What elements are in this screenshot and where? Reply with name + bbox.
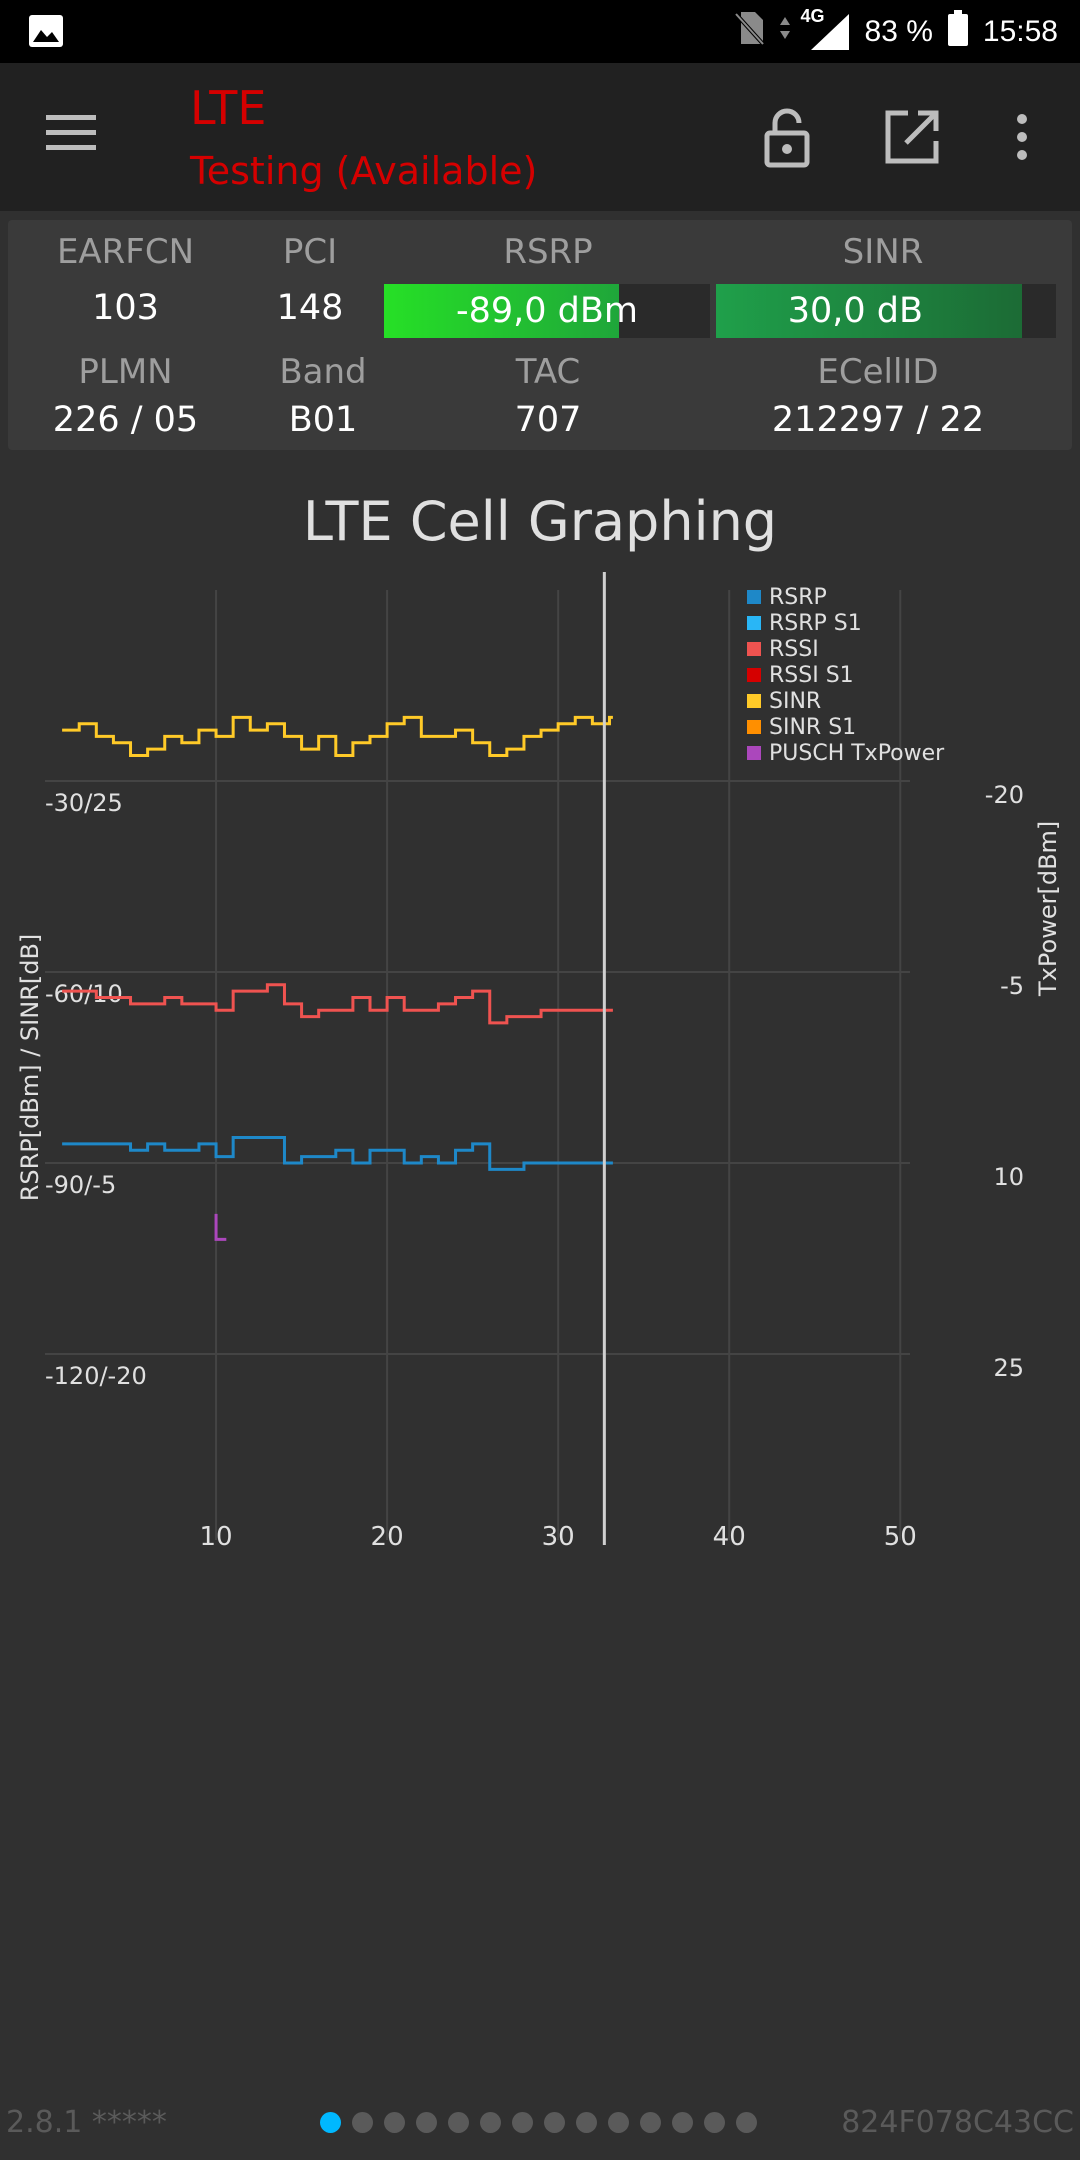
x-tick-label: 20 [371,1522,404,1552]
sinr-label-cell: SINR [718,232,1048,272]
y2-tick-label: 10 [993,1163,1024,1191]
open-external-icon[interactable] [880,105,944,169]
ecellid-cell: ECellID 212297 / 22 [708,352,1048,440]
series-line-sinr [62,715,613,758]
page-dot[interactable] [576,2112,597,2133]
tac-label: TAC [515,352,581,392]
x-tick-label: 50 [884,1522,917,1552]
page-dot[interactable] [480,2112,501,2133]
y2-tick-label: -5 [1000,972,1024,1000]
status-bar: 4G 83 % 15:58 [0,0,1080,63]
tac-cell: TAC 707 [383,352,713,440]
y2-tick-label: -20 [985,781,1024,809]
legend-label: SINR S1 [769,715,856,740]
rsrp-value: -89,0 dBm [455,291,638,331]
page-dot[interactable] [448,2112,469,2133]
earfcn-cell: EARFCN 103 [28,232,223,328]
series-line-rsrp [62,1136,613,1171]
hamburger-menu-icon[interactable] [44,113,100,161]
no-sim-icon [733,10,765,54]
sinr-value: 30,0 dB [787,291,924,331]
page-indicator[interactable] [320,2112,757,2133]
plmn-cell: PLMN 226 / 05 [28,352,223,440]
pci-value: 148 [276,288,344,328]
y-tick-label: -90/-5 [45,1171,116,1199]
y-tick-label: -120/-20 [45,1362,147,1390]
legend-swatch [747,746,761,760]
page-dot[interactable] [608,2112,629,2133]
page-dot[interactable] [512,2112,533,2133]
tac-value: 707 [514,400,582,440]
rsrp-bar: -89,0 dBm [384,284,710,338]
page-dot[interactable] [672,2112,693,2133]
version-label: 2.8.1 ***** [6,2105,167,2140]
cell-info-panel: EARFCN 103 PCI 148 RSRP -89,0 dBm SINR 3… [8,220,1072,450]
lock-icon[interactable] [755,105,819,169]
page-dot[interactable] [640,2112,661,2133]
pci-label: PCI [282,232,338,272]
battery-icon [947,9,969,55]
x-tick-label: 10 [200,1522,233,1552]
y2-axis-title: TxPower[dBm] [1034,821,1062,997]
pci-cell: PCI 148 [230,232,390,328]
rsrp-label: RSRP [503,232,593,272]
legend-label: RSSI S1 [769,663,854,688]
sinr-label: SINR [842,232,924,272]
legend-label: SINR [769,689,821,714]
plmn-label: PLMN [78,352,173,392]
page-dot[interactable] [704,2112,725,2133]
page-dot[interactable] [320,2112,341,2133]
app-bar: LTE Testing (Available) [0,63,1080,211]
sinr-bar-fill [716,284,1022,338]
x-tick-label: 30 [542,1522,575,1552]
legend-label: PUSCH TxPower [769,741,945,766]
chart-title: LTE Cell Graphing [302,490,778,553]
legend-swatch [747,668,761,682]
sinr-bar: 30,0 dB [716,284,1056,338]
legend-swatch [747,694,761,708]
legend-label: RSRP S1 [769,611,862,636]
rsrp-bar-fill [384,284,619,338]
overflow-menu-icon[interactable] [1000,105,1040,169]
band-value: B01 [288,400,358,440]
legend-swatch [747,590,761,604]
x-tick-label: 40 [713,1522,746,1552]
device-id-label: 824F078C43CC [841,2105,1074,2140]
legend-label: RSRP [769,585,827,610]
y2-tick-label: 25 [993,1354,1024,1382]
earfcn-label: EARFCN [56,232,195,272]
battery-percent: 83 % [864,14,933,48]
ecellid-label: ECellID [817,352,939,392]
y-axis-title: RSRP[dBm] / SINR[dB] [16,934,44,1202]
network-type-label: 4G [800,5,825,26]
ecellid-value: 212297 / 22 [771,400,985,440]
page-dot[interactable] [736,2112,757,2133]
legend-swatch [747,616,761,630]
rsrp-label-cell: RSRP [383,232,713,272]
legend-swatch [747,642,761,656]
image-notification-icon [28,14,64,52]
page-dot[interactable] [384,2112,405,2133]
lte-cell-graph[interactable]: 10 20 30 40 50 -30/25 -60/10 -90/-5 -120/-20 -20 -… [0,560,1080,1560]
earfcn-value: 103 [92,288,159,328]
legend-label: RSSI [769,637,819,662]
band-cell: Band B01 [243,352,403,440]
legend-swatch [747,720,761,734]
data-arrows-icon [779,14,791,49]
page-dot[interactable] [416,2112,437,2133]
app-subtitle: Testing (Available) [190,149,538,193]
band-label: Band [279,352,367,392]
clock: 15:58 [982,14,1058,48]
y-tick-label: -60/10 [45,980,123,1008]
page-dot[interactable] [352,2112,373,2133]
series-line-pusch_txpower [214,1213,227,1241]
page-dot[interactable] [544,2112,565,2133]
signal-4g-icon: 4G [801,6,851,52]
app-title: LTE [190,81,267,135]
plmn-value: 226 / 05 [52,400,199,440]
y-tick-label: -30/25 [45,789,123,817]
series-line-rssi [62,983,613,1025]
